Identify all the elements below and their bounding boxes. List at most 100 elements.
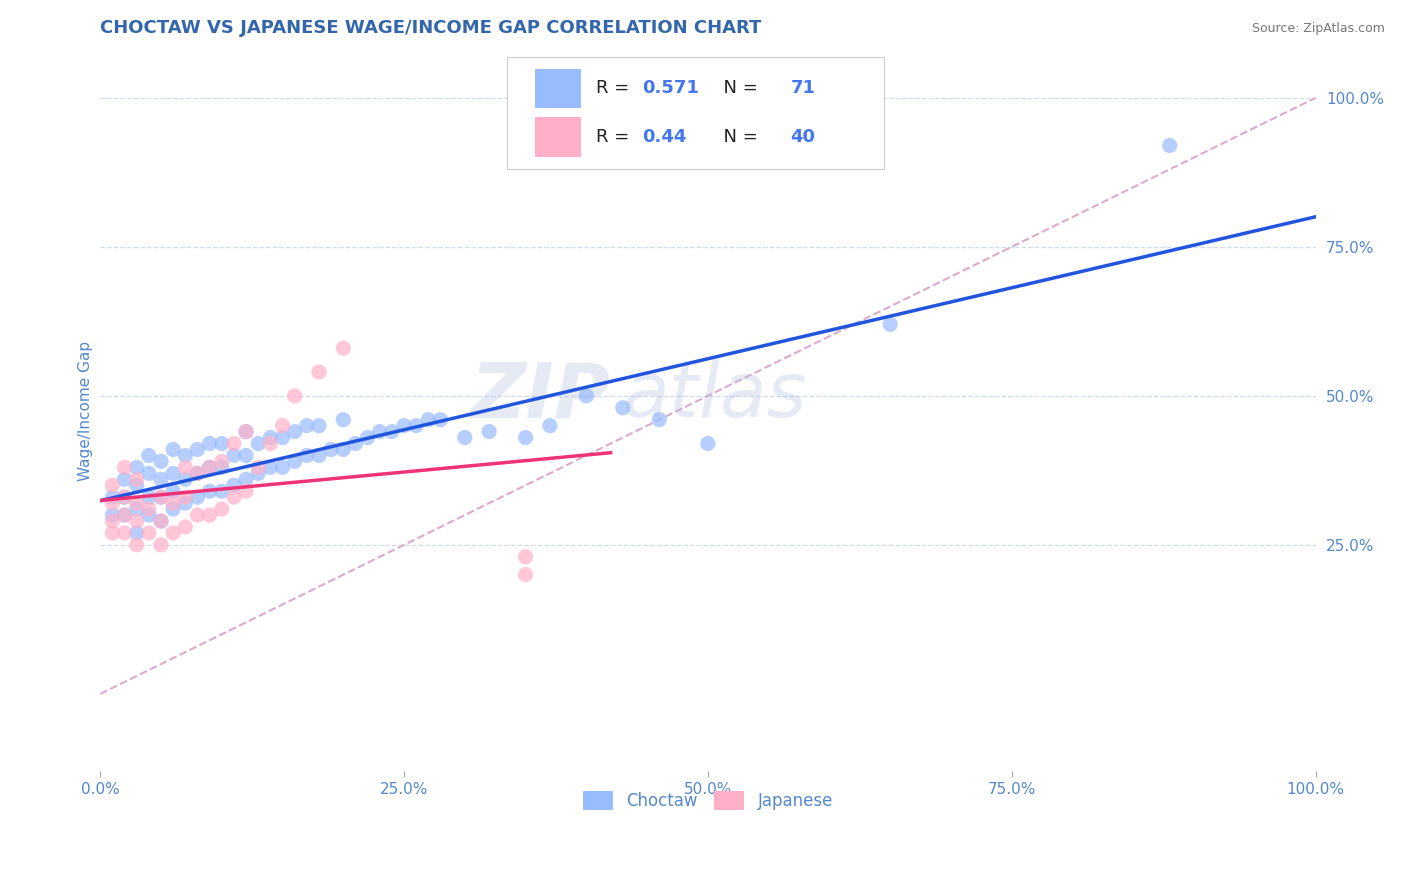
Point — [101, 514, 124, 528]
Text: 0.44: 0.44 — [643, 128, 686, 145]
Point — [162, 502, 184, 516]
Point — [259, 460, 281, 475]
Point — [879, 318, 901, 332]
Point — [222, 490, 245, 504]
Point — [149, 538, 172, 552]
Point — [321, 442, 343, 457]
Point — [211, 436, 233, 450]
Point — [235, 449, 257, 463]
Point — [114, 490, 136, 504]
Point — [271, 418, 294, 433]
Text: N =: N = — [711, 79, 763, 97]
Point — [186, 508, 208, 522]
Point — [186, 490, 208, 504]
Point — [515, 567, 537, 582]
Text: R =: R = — [596, 79, 636, 97]
Point — [222, 436, 245, 450]
Point — [344, 436, 367, 450]
Point — [235, 425, 257, 439]
Point — [174, 449, 197, 463]
Point — [332, 442, 354, 457]
Point — [515, 431, 537, 445]
FancyBboxPatch shape — [508, 57, 884, 169]
Point — [308, 365, 330, 379]
Point — [162, 467, 184, 481]
Point — [114, 525, 136, 540]
Point — [259, 436, 281, 450]
Point — [125, 472, 148, 486]
Point — [308, 449, 330, 463]
Point — [138, 467, 160, 481]
Point — [114, 472, 136, 486]
Point — [575, 389, 598, 403]
Text: R =: R = — [596, 128, 636, 145]
Point — [149, 490, 172, 504]
Point — [174, 520, 197, 534]
Text: 71: 71 — [790, 79, 815, 97]
Point — [308, 418, 330, 433]
Point — [138, 502, 160, 516]
Point — [284, 425, 307, 439]
Point — [125, 496, 148, 510]
Point — [149, 454, 172, 468]
Point — [101, 508, 124, 522]
Point — [368, 425, 391, 439]
Point — [235, 425, 257, 439]
Point — [162, 442, 184, 457]
Point — [648, 413, 671, 427]
FancyBboxPatch shape — [536, 117, 582, 156]
Point — [186, 467, 208, 481]
Point — [101, 490, 124, 504]
Point — [332, 341, 354, 355]
Point — [138, 449, 160, 463]
Point — [198, 484, 221, 499]
Point — [295, 449, 318, 463]
Point — [101, 525, 124, 540]
FancyBboxPatch shape — [536, 69, 582, 108]
Text: atlas: atlas — [623, 359, 807, 434]
Point — [198, 460, 221, 475]
Point — [211, 484, 233, 499]
Point — [696, 436, 718, 450]
Point — [198, 508, 221, 522]
Point — [114, 460, 136, 475]
Point — [247, 467, 270, 481]
Point — [211, 460, 233, 475]
Point — [149, 514, 172, 528]
Point — [125, 525, 148, 540]
Point — [271, 431, 294, 445]
Point — [125, 502, 148, 516]
Point — [247, 436, 270, 450]
Point — [235, 472, 257, 486]
Text: Source: ZipAtlas.com: Source: ZipAtlas.com — [1251, 22, 1385, 36]
Point — [271, 460, 294, 475]
Y-axis label: Wage/Income Gap: Wage/Income Gap — [79, 341, 93, 481]
Point — [538, 418, 561, 433]
Point — [332, 413, 354, 427]
Point — [186, 442, 208, 457]
Point — [149, 490, 172, 504]
Point — [295, 418, 318, 433]
Legend: Choctaw, Japanese: Choctaw, Japanese — [576, 785, 839, 817]
Text: N =: N = — [711, 128, 763, 145]
Point — [162, 496, 184, 510]
Point — [211, 502, 233, 516]
Point — [211, 454, 233, 468]
Point — [101, 496, 124, 510]
Point — [125, 478, 148, 492]
Point — [392, 418, 415, 433]
Point — [162, 525, 184, 540]
Point — [125, 460, 148, 475]
Text: 40: 40 — [790, 128, 815, 145]
Point — [149, 472, 172, 486]
Point — [612, 401, 634, 415]
Point — [356, 431, 378, 445]
Point — [125, 538, 148, 552]
Point — [1159, 138, 1181, 153]
Point — [114, 490, 136, 504]
Point — [174, 490, 197, 504]
Point — [222, 478, 245, 492]
Point — [418, 413, 440, 427]
Text: CHOCTAW VS JAPANESE WAGE/INCOME GAP CORRELATION CHART: CHOCTAW VS JAPANESE WAGE/INCOME GAP CORR… — [100, 20, 762, 37]
Point — [284, 454, 307, 468]
